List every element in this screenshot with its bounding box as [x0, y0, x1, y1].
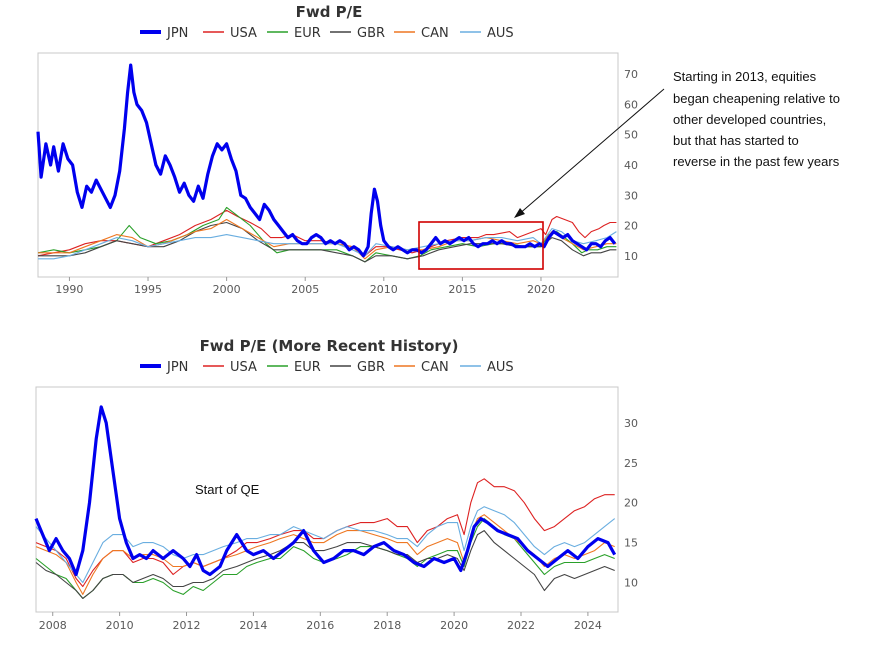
- legend: JPN USA EUR GBR CAN AUS: [140, 26, 514, 41]
- y-tick-label: 60: [624, 98, 638, 111]
- x-tick-label: 2010: [370, 283, 398, 296]
- legend-label-can: CAN: [421, 360, 449, 375]
- y-tick-label: 10: [624, 576, 638, 589]
- x-tick-label: 1990: [55, 283, 83, 296]
- qe-label: Start of QE: [195, 482, 260, 497]
- series-line-aus: [35, 506, 616, 584]
- y-axis-ticks: 10 15 20 25 30: [624, 417, 638, 590]
- annotation-line-5: reverse in the past few years: [673, 154, 840, 169]
- series-line-jpn: [36, 63, 617, 258]
- y-tick-label: 30: [624, 189, 638, 202]
- legend-label-eur: EUR: [294, 26, 321, 41]
- chart-title: Fwd P/E (More Recent History): [200, 337, 459, 355]
- x-tick-label: 2020: [440, 619, 468, 632]
- x-tick-label: 2020: [527, 283, 555, 296]
- annotation-line-4: but that has started to: [673, 133, 799, 148]
- y-tick-label: 15: [624, 537, 638, 550]
- y-tick-label: 40: [624, 159, 638, 172]
- x-tick-label: 2014: [239, 619, 267, 632]
- x-tick-label: 2012: [173, 619, 201, 632]
- legend-label-usa: USA: [230, 360, 257, 375]
- x-axis-ticks: 2008 2010 2012 2014 2016 2018 2020 2022 2024: [39, 612, 602, 632]
- series-lines: [34, 405, 617, 599]
- annotation-arrow: [517, 88, 665, 216]
- legend: JPN USA EUR GBR CAN AUS: [140, 360, 514, 375]
- y-axis-ticks: 10 20 30 40 50 60 70: [624, 68, 638, 263]
- legend-label-gbr: GBR: [357, 26, 385, 41]
- legend-label-eur: EUR: [294, 360, 321, 375]
- series-line-gbr: [35, 530, 615, 599]
- arrow-head: [514, 208, 525, 218]
- chart-fwd-pe-recent: Fwd P/E (More Recent History) JPN USA EUR G…: [34, 337, 638, 632]
- x-tick-label: 2018: [373, 619, 401, 632]
- series-line-aus: [38, 228, 617, 260]
- legend-label-gbr: GBR: [357, 360, 385, 375]
- y-tick-label: 20: [624, 497, 638, 510]
- y-tick-label: 20: [624, 220, 638, 233]
- x-tick-label: 2010: [106, 619, 134, 632]
- highlight-box: [418, 221, 544, 270]
- annotation-line-2: began cheapening relative to: [673, 91, 840, 106]
- y-tick-label: 10: [624, 250, 638, 263]
- legend-label-can: CAN: [421, 26, 449, 41]
- x-tick-label: 2022: [507, 619, 535, 632]
- y-tick-label: 50: [624, 129, 638, 142]
- x-tick-label: 2016: [306, 619, 334, 632]
- x-tick-label: 2015: [448, 283, 476, 296]
- legend-label-jpn: JPN: [166, 26, 188, 41]
- legend-label-usa: USA: [230, 26, 257, 41]
- series-lines: [36, 63, 617, 263]
- y-tick-label: 25: [624, 457, 638, 470]
- x-tick-label: 2008: [39, 619, 67, 632]
- chart-fwd-pe: Fwd P/E JPN USA EUR GBR CAN AUS 1990 1995 2000 2…: [36, 3, 840, 296]
- x-tick-label: 1995: [134, 283, 162, 296]
- x-tick-label: 2005: [291, 283, 319, 296]
- x-axis-ticks: 1990 1995 2000 2005 2010 2015 2020: [55, 277, 555, 296]
- chart-title: Fwd P/E: [296, 3, 363, 21]
- legend-label-aus: AUS: [487, 26, 514, 41]
- annotation-line-3: other developed countries,: [673, 112, 826, 127]
- x-tick-label: 2000: [213, 283, 241, 296]
- series-line-jpn: [34, 405, 617, 577]
- legend-label-jpn: JPN: [166, 360, 188, 375]
- annotation-line-1: Starting in 2013, equities: [673, 69, 817, 84]
- legend-label-aus: AUS: [487, 360, 514, 375]
- x-tick-label: 2024: [574, 619, 602, 632]
- y-tick-label: 30: [624, 417, 638, 430]
- y-tick-label: 70: [624, 68, 638, 81]
- plot-area: [35, 386, 619, 613]
